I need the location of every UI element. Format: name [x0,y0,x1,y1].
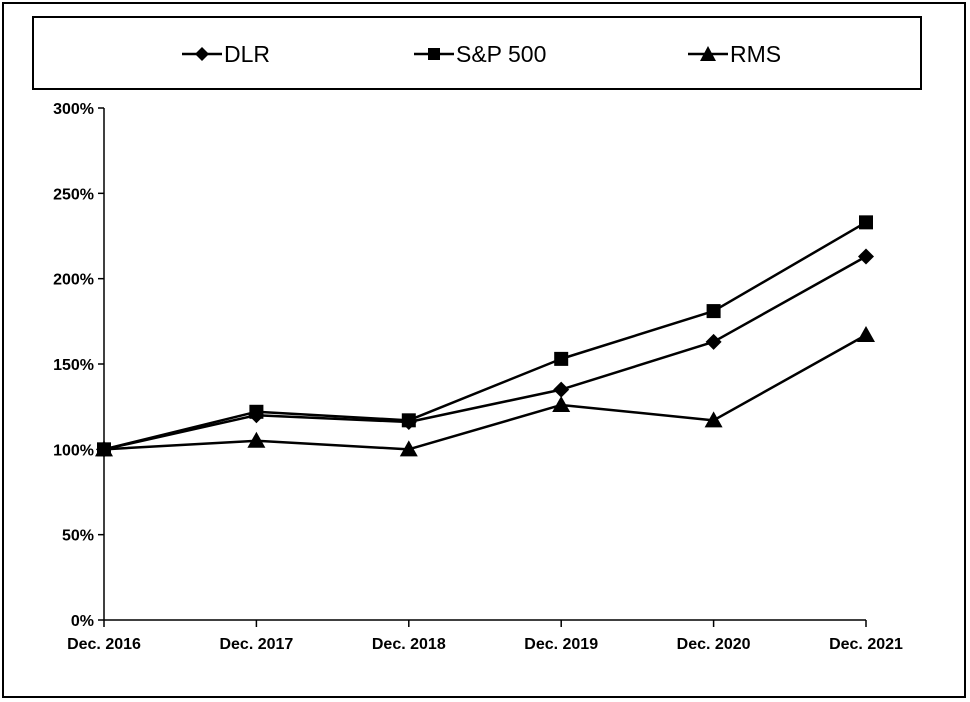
y-tick-label: 100% [53,442,94,459]
y-tick-label: 150% [53,357,94,374]
y-tick-label: 300% [53,101,94,118]
series-line [103,255,867,451]
data-point-triangle [704,411,723,428]
legend-item-sp500: S&P 500 [414,36,546,72]
data-point-diamond [553,381,570,398]
legend-item-dlr: DLR [182,36,270,72]
series-triangle [95,325,875,457]
y-tick-label: 50% [62,528,94,545]
x-tick-label: Dec. 2018 [372,636,446,653]
axes: 0% 50% 100% 150% 200% 250% 300% Dec. 2016 Dec. 2… [53,101,903,653]
data-point-square [401,413,416,428]
legend-label-rms: RMS [730,40,782,67]
series-line [103,221,867,451]
data-point-triangle [552,395,571,412]
data-point-square [554,351,569,366]
data-point-triangle [247,431,266,448]
series-layer [95,215,875,458]
y-tick-label: 200% [53,272,94,289]
legend: DLR S&P 500 RMS [32,16,922,90]
data-point-triangle [857,325,875,342]
series-line [103,333,867,451]
y-tick-label: 250% [53,186,94,203]
data-point-triangle [95,440,113,457]
x-tick-label: Dec. 2021 [829,636,903,653]
legend-label-dlr: DLR [224,40,271,67]
triangle-icon [688,46,728,61]
data-point-square [706,304,721,319]
data-point-triangle [399,440,418,457]
legend-item-rms: RMS [688,36,781,72]
x-tick-label: Dec. 2017 [219,636,293,653]
data-point-square [859,215,873,230]
data-point-diamond [858,248,874,265]
x-tick-label: Dec. 2016 [67,636,141,653]
x-tick-label: Dec. 2020 [677,636,751,653]
y-tick-label: 0% [71,613,94,630]
legend-label-sp500: S&P 500 [456,40,547,67]
x-tick-label: Dec. 2019 [524,636,598,653]
series-square [97,215,873,457]
data-point-square [249,404,264,419]
square-icon [414,48,454,60]
diamond-icon [182,47,222,61]
data-point-diamond [705,333,722,350]
